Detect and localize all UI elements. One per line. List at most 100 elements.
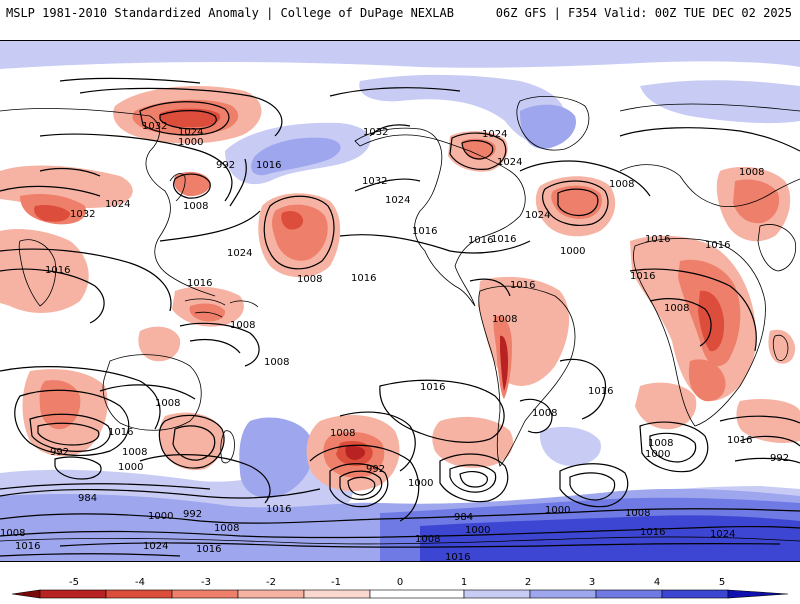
isobar-1008-sam (519, 398, 553, 434)
isobar-1032-np (59, 77, 201, 84)
isobar-1016-indon (179, 322, 260, 367)
isobar-1016-africa (629, 268, 757, 352)
colorbar-tick-label: 2 (525, 577, 531, 588)
isobar-label: 1024 (497, 157, 522, 168)
isobar-1024-np (79, 87, 283, 137)
isobar-label: 1032 (363, 127, 388, 138)
colorbar-cap-high (727, 589, 789, 599)
isobar-1016-pacific (159, 210, 531, 254)
isobar-label: 1000 (148, 511, 173, 522)
isobar-label: 1024 (105, 199, 130, 210)
indonesia-coast (184, 298, 259, 318)
colorbar-tick-label: 3 (589, 577, 595, 588)
isobar-label: 1008 (183, 201, 208, 212)
isobar-label: 1008 (625, 508, 650, 519)
s-indian-ocean-neg2 (39, 380, 81, 430)
arabia-coast (757, 224, 797, 272)
colorbar-tick-label: -5 (69, 577, 79, 588)
isobar-1016-sw-ind (0, 366, 161, 430)
isobar-1008-sw-ind (14, 389, 130, 456)
north-atlantic-positive (640, 80, 800, 124)
isobar-label: 1008 (122, 447, 147, 458)
isobar-label: 984 (454, 512, 473, 523)
isobar-1000-natl (557, 188, 599, 217)
colorbar-tick-label: -4 (135, 577, 145, 588)
antarctic-positive-4 (420, 515, 800, 561)
africa-coast (633, 238, 766, 427)
isobar-label: 1024 (525, 210, 550, 221)
isobar-label: 1008 (264, 357, 289, 368)
coastlines (0, 96, 800, 545)
isobar-label: 1016 (630, 271, 655, 282)
tibet-neg (34, 204, 70, 222)
colorbar-ramp (11, 589, 789, 599)
colorbar-tick-label: -1 (331, 577, 341, 588)
isobar-label: 1000 (560, 246, 585, 257)
isobar-label: 1000 (545, 505, 570, 516)
isobar-1000-spac (309, 444, 420, 522)
isobar-label: 1016 (108, 427, 133, 438)
colorbar-ticks: -5 -4 -3 -2 -1 0 1 2 3 4 5 (69, 577, 725, 588)
colorbar-tick-label: 0 (397, 577, 403, 588)
isobar-label: 1024 (227, 248, 252, 259)
isobar-label: 1016 (588, 386, 613, 397)
s-indian-east-neg (736, 399, 800, 443)
australia-north-neg (138, 326, 181, 362)
s-africa-neg (688, 359, 726, 402)
isobar-label: 1000 (408, 478, 433, 489)
colorbar-bin-neg4 (105, 589, 173, 599)
isobar-984-spac-low (339, 470, 383, 500)
isobar-label: 1016 (645, 234, 670, 245)
europe-coast (619, 164, 800, 208)
isobar-label: 1008 (297, 274, 322, 285)
colorbar-bin-neg5 (39, 589, 107, 599)
nz-coast (220, 430, 235, 464)
isobar-1016-spac (379, 379, 505, 443)
isobar-1016-tasman (139, 454, 271, 504)
hudson-low-core (462, 138, 496, 160)
isobar-1016-asia (0, 248, 172, 312)
isobar-1008-sind-far-e (719, 415, 800, 424)
isobar-label: 1024 (143, 541, 168, 552)
isobar-label: 1008 (664, 303, 689, 314)
isobar-label: 992 (216, 160, 235, 171)
isobar-992-aleutian (159, 110, 217, 130)
isobar-label: 992 (366, 464, 385, 475)
isobar-1016-np (39, 133, 233, 202)
colorbar-tick-label: 5 (719, 577, 725, 588)
isobar-label: 1016 (420, 382, 445, 393)
isobar-label: 1016 (187, 278, 212, 289)
isobar-1000-southern (0, 483, 211, 490)
isobar-992-spac-low (329, 463, 389, 508)
isobar-label: 1016 (510, 280, 535, 291)
isobar-1032-arctic (329, 87, 461, 137)
isobar-label: 1008 (230, 320, 255, 331)
colorbar-bin-neg1 (303, 589, 371, 599)
isobar-label: 984 (78, 493, 97, 504)
isobar-1016-sam (469, 278, 607, 420)
isobar-label: 992 (770, 453, 789, 464)
isobar-label: 1008 (648, 438, 673, 449)
isobar-1024-asia (0, 185, 101, 197)
isobar-label: 1016 (15, 541, 40, 552)
isobar-1032-southern (0, 553, 181, 557)
isobar-label: 1008 (0, 528, 25, 539)
isobar-label: 1000 (645, 449, 670, 460)
isobar-992-sw-ind (37, 422, 100, 446)
isobar-1032-asia (39, 167, 101, 177)
isobar-992-southern (0, 488, 321, 499)
eurasia-coast (0, 103, 800, 297)
isobar-1000-aleutian (139, 101, 230, 136)
isobar-label: 1024 (710, 529, 735, 540)
india-neg (0, 229, 89, 313)
colorbar-bin-pos4 (661, 589, 729, 599)
isobar-1000-hudson (461, 140, 494, 160)
ne-pacific-low-neg3 (281, 211, 304, 230)
madagascar-coast (772, 334, 789, 361)
aleutian-low-neg3 (160, 108, 221, 128)
isobar-984-sw-ind (54, 456, 102, 480)
colorbar-tick-label: 1 (461, 577, 467, 588)
isobar-label: 1016 (491, 234, 516, 245)
isobar-label: 1008 (330, 428, 355, 439)
isobar-label: 1008 (155, 398, 180, 409)
